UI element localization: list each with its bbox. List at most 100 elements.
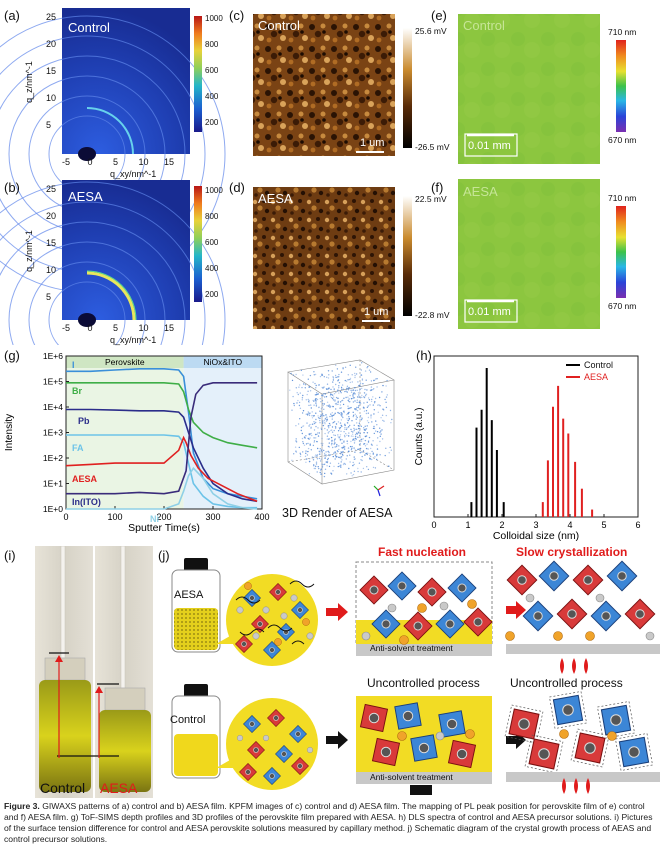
tof-xtick: 400 [254, 512, 269, 522]
dls-xtick: 1 [465, 520, 470, 530]
tof-series-label: AESA [72, 474, 98, 484]
anti-solvent-label-1: Anti-solvent treatment [370, 643, 453, 653]
tof-series-br [66, 381, 258, 449]
panel-label-e: (e) [431, 8, 447, 23]
dls-xtick: 6 [635, 520, 640, 530]
kpfm-aesa-image [253, 187, 395, 329]
tof-xlabel: Sputter Time(s) [128, 522, 200, 534]
pl-f-cbmin: 670 nm [608, 301, 637, 311]
uncontrolled-process-label-1: Uncontrolled process [367, 676, 480, 690]
dls-ylabel: Counts (a.u.) [414, 408, 425, 466]
pl-colorbar-f [616, 206, 626, 298]
tof-series-label: Ni [150, 514, 159, 524]
giwaxs-b-xtick: -5 [62, 323, 71, 333]
pl-e-cbmax: 710 nm [608, 27, 637, 37]
giwaxs-a-xtick: 0 [87, 157, 93, 167]
giwaxs-b-xtick: 0 [87, 323, 93, 333]
kpfm-colorbar-d [403, 196, 412, 316]
giwaxs-b-cbar-tick: 800 [205, 212, 219, 221]
giwaxs-a-cbar-tick: 400 [205, 92, 219, 101]
kpfm-d-cbmin: -22.8 mV [415, 310, 450, 320]
tof-series-pb [66, 408, 258, 503]
giwaxs-a-ytick: 25 [46, 12, 57, 22]
giwaxs-b-ytick: 15 [46, 238, 57, 248]
giwaxs-a-ytick: 5 [46, 120, 52, 130]
kpfm-c-scalebar: 1 um [360, 137, 385, 149]
dls-xtick: 2 [499, 520, 504, 530]
panel-label-c: (c) [229, 8, 245, 23]
giwaxs-b-ytick: 25 [46, 184, 57, 194]
tof-ytick: 1E+2 [43, 453, 63, 463]
anti-solvent-label-2: Anti-solvent treatment [370, 772, 453, 782]
kpfm-d-scalebar: 1 um [364, 306, 389, 318]
fast-nucleation-label: Fast nucleation [378, 545, 467, 559]
tof-series-label: I [72, 360, 75, 370]
dls-chart: 0 1 2 3 4 5 6 Colloidal size (nm) Counts (a.u.) C… [414, 355, 641, 542]
figure-number: Figure 3. [4, 801, 40, 811]
tof-series-ni [66, 466, 258, 510]
region-label-nio-ito: NiOx&ITO [204, 357, 243, 367]
panel-label-a: (a) [4, 8, 20, 23]
render-3d [287, 359, 395, 497]
giwaxs-a-xlabel: q_xy/nm^-1 [110, 169, 157, 179]
giwaxs-b-tag: AESA [68, 189, 103, 204]
panel-label-d: (d) [229, 180, 245, 195]
giwaxs-a-xtick: 15 [164, 157, 175, 167]
figure-caption: Figure 3. GIWAXS patterns of a) control … [4, 801, 660, 845]
giwaxs-a-cbar-tick: 200 [205, 118, 219, 127]
pl-e-tag: Control [463, 18, 505, 33]
pl-e-scalebar: 0.01 mm [468, 140, 511, 152]
tof-ytick: 1E+1 [43, 479, 63, 489]
panel-label-j: (j) [158, 548, 170, 563]
dls-xlabel: Colloidal size (nm) [493, 530, 579, 542]
kpfm-c-tag: Control [258, 18, 300, 33]
tof-series-label: Br [72, 386, 82, 396]
dls-legend-control: Control [584, 360, 613, 370]
giwaxs-a-ytick: 20 [46, 39, 57, 49]
pl-e-cbmin: 670 nm [608, 135, 637, 145]
giwaxs-b-cbar-tick: 200 [205, 290, 219, 299]
panel-label-i: (i) [4, 548, 16, 563]
giwaxs-a-tag: Control [68, 20, 110, 35]
caption-text: GIWAXS patterns of a) control and b) AES… [4, 801, 653, 844]
tof-series-fa [66, 434, 258, 509]
giwaxs-colorbar-b [194, 186, 202, 302]
panel-label-b: (b) [4, 180, 20, 195]
giwaxs-control [0, 8, 226, 293]
giwaxs-b-ytick: 10 [46, 265, 57, 275]
kpfm-control-image [253, 14, 395, 156]
tof-series-inito [66, 381, 258, 495]
giwaxs-a-cbar-tick: 600 [205, 66, 219, 75]
crystal-growth-schematic [171, 558, 660, 795]
giwaxs-a-xtick: 5 [113, 157, 119, 167]
region-nio-ito [183, 356, 262, 509]
tof-xtick: 100 [107, 512, 122, 522]
tof-xtick: 300 [205, 512, 220, 522]
giwaxs-a-cbar-tick: 1000 [205, 14, 223, 23]
tof-sims-chart: Perovskite NiOx&ITO 0 100 200 300 400 1E+0 1E+1 1… [4, 351, 270, 534]
giwaxs-b-cbar-tick: 600 [205, 238, 219, 247]
dls-xtick: 0 [431, 520, 436, 530]
slow-crystallization-label: Slow crystallization [516, 545, 628, 559]
pl-map-aesa [458, 179, 600, 329]
pl-map-control [458, 14, 600, 164]
giwaxs-a-xtick: 10 [138, 157, 149, 167]
panel-label-f: (f) [431, 180, 444, 195]
giwaxs-b-cbar-tick: 400 [205, 264, 219, 273]
tof-series-label: In(ITO) [72, 497, 101, 507]
giwaxs-b-xtick: 5 [113, 323, 119, 333]
top-panels [0, 8, 626, 345]
pl-colorbar-e [616, 40, 626, 132]
giwaxs-colorbar-a [194, 16, 202, 132]
giwaxs-b-ytick: 5 [46, 292, 52, 302]
giwaxs-a-xtick: -5 [62, 157, 71, 167]
capillary-photo [35, 546, 153, 798]
tof-series-aesa [65, 435, 258, 503]
bottle-aesa-label: AESA [174, 589, 204, 601]
giwaxs-b-cbar-tick: 1000 [205, 186, 223, 195]
pl-f-tag: AESA [463, 184, 498, 199]
tof-ytick: 1E+4 [43, 402, 63, 412]
tof-series-label: Pb [78, 416, 90, 426]
pl-f-cbmax: 710 nm [608, 193, 637, 203]
region-label-perovskite: Perovskite [105, 357, 145, 367]
